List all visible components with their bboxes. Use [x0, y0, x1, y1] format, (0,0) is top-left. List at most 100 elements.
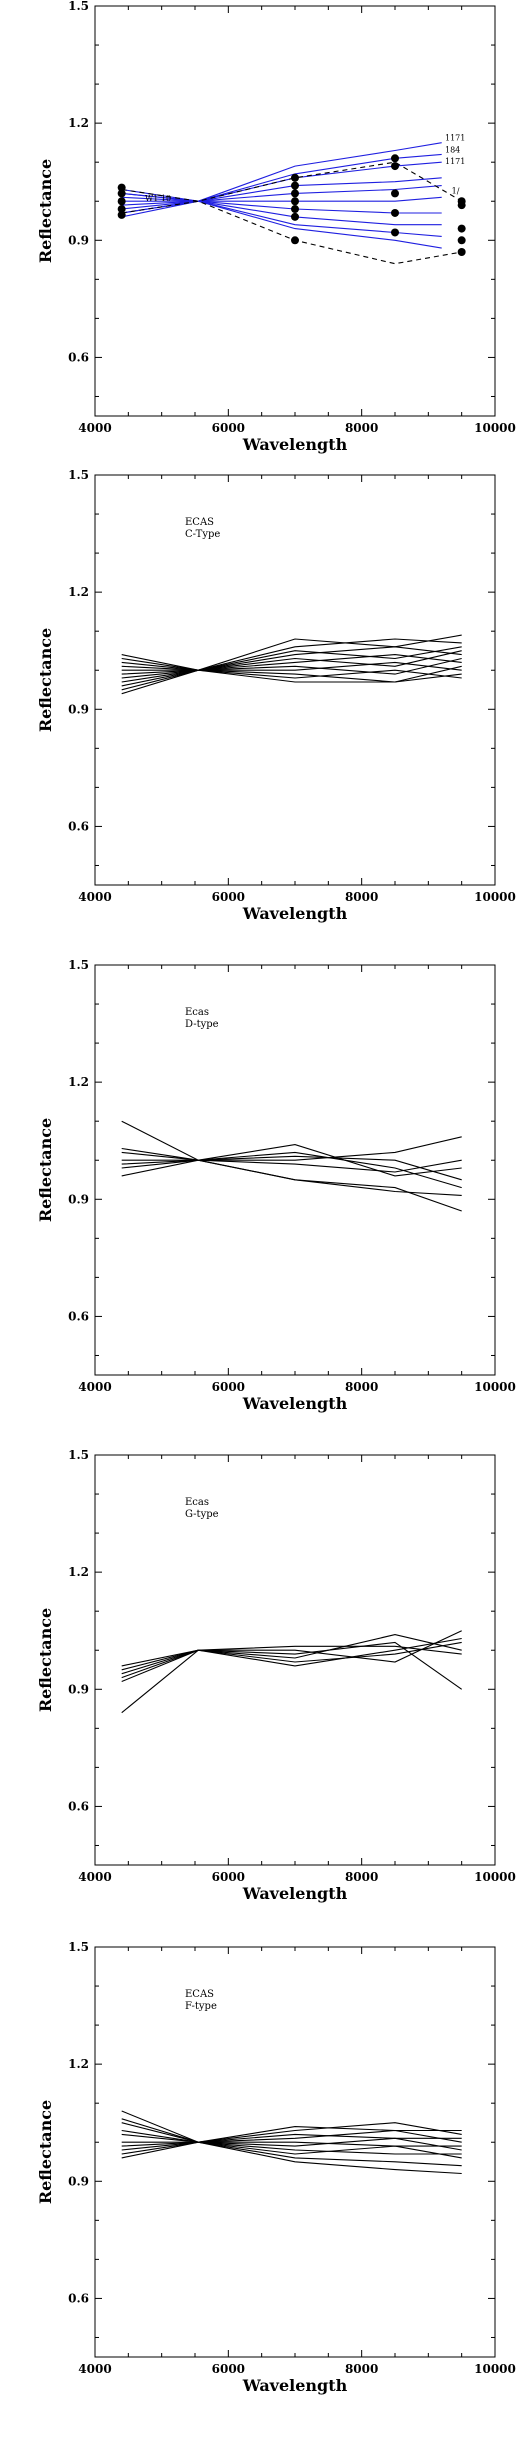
y-tick-label: 1.2 [68, 585, 89, 599]
y-tick-label: 1.5 [68, 1448, 89, 1462]
annotation-label: 184 [445, 145, 460, 154]
x-tick-label: 8000 [345, 1870, 378, 1884]
data-point [291, 236, 299, 245]
panel-label: F-type [185, 2001, 217, 2012]
series-line [121, 2141, 462, 2159]
series-line [121, 654, 462, 675]
data-point [391, 154, 399, 163]
series-line [121, 646, 462, 671]
chart-panel-2: 4000 6000 8000 10000 0.6 0.9 1.2 1.5 Wavelength R… [36, 468, 516, 923]
x-axis-label: Wavelength [242, 435, 348, 454]
series-line [121, 1630, 462, 1671]
x-tick-label: 10000 [474, 1380, 516, 1394]
series-line [121, 1120, 462, 1212]
x-tick-label: 6000 [212, 890, 245, 904]
y-tick-label: 0.6 [68, 350, 89, 364]
series-line [121, 2137, 462, 2151]
y-tick-label: 0.6 [68, 819, 89, 833]
annotation-label: 1171 [445, 157, 465, 166]
data-point [457, 248, 466, 256]
data-point [391, 208, 399, 217]
data-point [291, 189, 299, 198]
data-point [391, 228, 399, 237]
y-tick-label: 0.9 [68, 702, 89, 716]
series-line [121, 665, 462, 687]
y-axis-label: Reflectance [36, 628, 55, 732]
series-line [121, 646, 462, 671]
panel-label: C-Type [185, 529, 220, 540]
series-line [121, 650, 462, 671]
panel-label: D-type [185, 1019, 219, 1030]
data-point [117, 189, 126, 198]
y-tick-label: 1.5 [68, 468, 89, 482]
x-tick-label: 6000 [212, 421, 245, 435]
plot-frame [94, 1454, 496, 1866]
x-tick-label: 4000 [78, 421, 111, 435]
x-tick-label: 8000 [345, 2362, 378, 2376]
series-line [121, 1159, 462, 1196]
plot-frame [94, 1946, 496, 2358]
data-point [117, 197, 126, 206]
y-tick-label: 1.2 [68, 1075, 89, 1089]
panel-label: Ecas [185, 1007, 209, 1018]
x-tick-label: 4000 [78, 2362, 111, 2376]
y-tick-label: 1.2 [68, 1565, 89, 1579]
series-line [121, 657, 462, 679]
data-point [291, 212, 299, 221]
panel-label: ECAS [185, 1989, 214, 2000]
series-line [121, 1641, 463, 1714]
x-axis-label: Wavelength [242, 904, 348, 923]
annotation-label: W1 10 [145, 194, 171, 203]
y-tick-label: 0.9 [68, 2174, 89, 2188]
y-tick-label: 0.9 [68, 1192, 89, 1206]
y-axis-label: Reflectance [36, 159, 55, 263]
panel-label: G-type [185, 1509, 219, 1520]
annotation-label: 1171 [445, 134, 465, 143]
series-line [121, 638, 462, 671]
data-point [291, 197, 299, 206]
annotation-label: 1/ [452, 186, 460, 195]
series-line [121, 2129, 462, 2143]
data-point [457, 201, 466, 210]
y-tick-label: 1.5 [68, 958, 89, 972]
x-tick-label: 6000 [212, 1870, 245, 1884]
data-point [457, 224, 466, 233]
series-line [121, 669, 462, 695]
y-tick-label: 1.5 [68, 1940, 89, 1954]
y-axis-label: Reflectance [36, 1118, 55, 1222]
chart-panel-5: 4000 6000 8000 10000 0.6 0.9 1.2 1.5 Wavelength R… [36, 1940, 516, 2395]
series-line [121, 200, 442, 249]
series-line [121, 1159, 462, 1173]
series-line [121, 2122, 462, 2143]
y-tick-label: 0.9 [68, 1682, 89, 1696]
x-tick-label: 8000 [345, 890, 378, 904]
series-line [121, 1136, 462, 1177]
y-axis-label: Reflectance [36, 1608, 55, 1712]
series-line [121, 1144, 462, 1177]
x-tick-label: 10000 [474, 2362, 516, 2376]
chart-panel-4: 4000 6000 8000 10000 0.6 0.9 1.2 1.5 Wavelength R… [36, 1448, 516, 1903]
series-line [121, 1151, 462, 1181]
y-tick-label: 0.6 [68, 1309, 89, 1323]
data-point [117, 210, 126, 219]
series-line [121, 1645, 462, 1679]
x-axis-label: Wavelength [242, 2376, 348, 2395]
data-point [391, 189, 399, 198]
x-tick-label: 6000 [212, 1380, 245, 1394]
series-line [121, 142, 442, 202]
series-line [121, 2110, 462, 2143]
x-tick-label: 6000 [212, 2362, 245, 2376]
x-tick-label: 10000 [474, 421, 516, 435]
series-line [121, 2118, 462, 2143]
x-tick-label: 8000 [345, 421, 378, 435]
data-point [117, 205, 126, 214]
series-line [121, 669, 462, 691]
x-tick-label: 10000 [474, 1870, 516, 1884]
x-tick-label: 8000 [345, 1380, 378, 1394]
data-point [117, 183, 126, 192]
series-line [121, 634, 462, 671]
series-line [121, 2133, 462, 2147]
x-tick-label: 4000 [78, 890, 111, 904]
y-axis-label: Reflectance [36, 2100, 55, 2204]
